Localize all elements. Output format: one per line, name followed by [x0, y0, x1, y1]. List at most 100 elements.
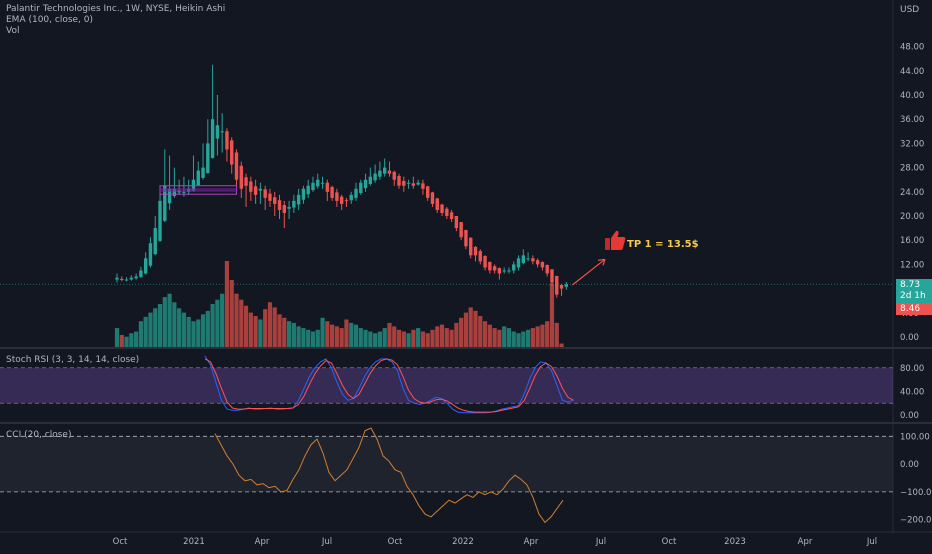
- secondary-price-tag: 8.46: [896, 303, 932, 315]
- candle-body: [368, 176, 373, 184]
- candle-body: [273, 197, 277, 204]
- cci-legend[interactable]: CCI (20, close): [6, 430, 72, 440]
- candle-body: [201, 167, 205, 178]
- candle-body: [497, 268, 502, 274]
- volume-bar: [339, 328, 344, 347]
- time-tick-label: Oct: [113, 537, 128, 547]
- candle-body: [421, 183, 425, 189]
- volume-legend[interactable]: Vol: [6, 26, 20, 36]
- volume-bar: [506, 328, 512, 347]
- target-arrowhead: [597, 258, 606, 266]
- candle-body: [196, 170, 200, 186]
- volume-bar: [521, 331, 526, 347]
- symbol-title[interactable]: Palantir Technologies Inc., 1W, NYSE, He…: [6, 4, 226, 14]
- volume-bar: [162, 297, 167, 347]
- candle-body: [502, 270, 506, 272]
- candle-body: [139, 270, 143, 278]
- candle-body: [182, 191, 186, 193]
- candle-body: [416, 182, 420, 185]
- candle-body: [344, 200, 349, 202]
- candle-body: [249, 181, 253, 192]
- stoch-band: [0, 367, 893, 404]
- time-tick-label: Oct: [662, 537, 677, 547]
- volume-bar: [377, 331, 382, 347]
- volume-bar: [559, 343, 564, 347]
- cci-line: [214, 427, 564, 524]
- stoch-line-d: [204, 358, 574, 413]
- candle-body: [244, 177, 248, 186]
- price-tick-label: 40.00: [900, 91, 924, 101]
- volume-bar: [157, 304, 163, 347]
- price-tick-label: 16.00: [900, 236, 924, 246]
- volume-bar: [191, 321, 196, 347]
- candle-body: [320, 182, 325, 184]
- volume-bar: [167, 293, 172, 347]
- time-tick-label: 2021: [183, 537, 205, 547]
- candle-body: [402, 180, 406, 186]
- candle-body: [564, 284, 569, 287]
- volume-bar: [234, 293, 239, 347]
- candle-body: [230, 140, 234, 165]
- volume-bar: [248, 312, 253, 347]
- candle-body: [163, 185, 167, 221]
- candle-body: [354, 188, 358, 198]
- volume-bar: [124, 336, 129, 347]
- stoch-tick-label: 0.00: [900, 411, 919, 421]
- candle-body: [143, 258, 148, 274]
- candle-body: [292, 200, 296, 208]
- volume-bar: [540, 324, 545, 347]
- bar-countdown: 2d 1h: [900, 291, 926, 301]
- volume-bar: [468, 307, 473, 347]
- candle-body: [234, 152, 239, 180]
- time-tick-label: Apr: [524, 537, 539, 547]
- candle-body: [287, 206, 291, 209]
- candle-body: [382, 167, 387, 174]
- stoch-tick-label: 40.00: [900, 387, 924, 397]
- price-tick-label: 32.00: [900, 139, 924, 149]
- volume-bar: [411, 329, 416, 347]
- candle-body: [435, 198, 439, 210]
- volume-bar: [554, 322, 559, 347]
- volume-bar: [334, 326, 339, 347]
- candle-body: [129, 277, 134, 280]
- stoch-rsi-pane: 80.00 40.00 0.00: [0, 355, 924, 421]
- candle-body: [464, 229, 468, 247]
- volume-bar: [502, 326, 507, 347]
- candle-body: [550, 269, 554, 283]
- volume-bar: [392, 326, 397, 347]
- volume-bar: [253, 316, 258, 347]
- candle-body: [478, 251, 482, 262]
- candle-body: [488, 261, 492, 271]
- cci-pane: 100.00 0.00 −100.00 −200.00: [0, 427, 932, 526]
- volume-bar: [148, 312, 153, 347]
- volume-bar: [220, 293, 225, 347]
- volume-bar: [463, 312, 469, 347]
- candle-body: [311, 182, 315, 190]
- volume-bar: [358, 328, 363, 347]
- candle-body: [215, 125, 220, 139]
- candle-body: [449, 212, 454, 220]
- volume-bar: [545, 321, 550, 347]
- last-price-tag: 8.73 2d 1h: [896, 279, 932, 303]
- volume-bar: [535, 326, 540, 347]
- volume-bar: [224, 261, 230, 347]
- candle-body: [349, 194, 353, 201]
- volume-bar: [449, 329, 454, 347]
- candle-body: [411, 183, 416, 186]
- overlays: [159, 185, 606, 286]
- candle-body: [225, 131, 229, 150]
- price-tick-label: 24.00: [900, 188, 924, 198]
- candle-body: [363, 179, 368, 189]
- volume-bar: [444, 328, 449, 347]
- volume-bar: [272, 307, 277, 347]
- candle-body: [120, 278, 124, 280]
- price-tick-label: 20.00: [900, 212, 924, 222]
- ema-legend[interactable]: EMA (100, close, 0): [6, 15, 94, 25]
- stoch-legend[interactable]: Stoch RSI (3, 3, 14, 14, close): [6, 355, 140, 365]
- time-tick-label: Apr: [255, 537, 270, 547]
- volume-bar: [286, 321, 292, 347]
- volume-bar: [473, 310, 478, 347]
- candle-body: [397, 176, 401, 186]
